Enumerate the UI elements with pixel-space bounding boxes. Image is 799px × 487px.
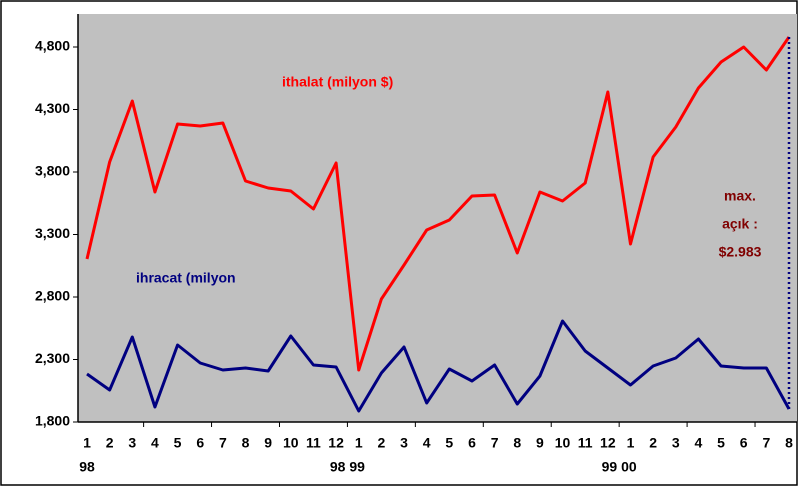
x-tick-label: 7 bbox=[219, 435, 227, 451]
x-tick-label: 6 bbox=[196, 435, 204, 451]
x-tick-label: 1 bbox=[355, 435, 363, 451]
y-tick-label: 2,300 bbox=[35, 350, 70, 366]
x-tick-label: 1 bbox=[627, 435, 635, 451]
annotation: açık : bbox=[722, 216, 758, 232]
y-tick-label: 4,300 bbox=[35, 100, 70, 116]
x-tick-label: 8 bbox=[785, 435, 793, 451]
x-tick-label: 1 bbox=[83, 435, 91, 451]
series-line bbox=[85, 36, 791, 372]
x-tick-label: 6 bbox=[468, 435, 476, 451]
x-tick-label: 5 bbox=[174, 435, 182, 451]
annotation: max. bbox=[724, 188, 756, 204]
year-label: 98 99 bbox=[330, 459, 365, 475]
year-label: 99 00 bbox=[602, 459, 637, 475]
plot-area bbox=[78, 14, 797, 422]
y-tick-label: 3,300 bbox=[35, 225, 70, 241]
x-tick-label: 12 bbox=[600, 435, 616, 451]
x-tick-label: 8 bbox=[242, 435, 250, 451]
y-tick-label: 1,800 bbox=[35, 413, 70, 429]
x-tick-label: 5 bbox=[717, 435, 725, 451]
series-line bbox=[86, 319, 791, 413]
year-label: 98 bbox=[79, 459, 95, 475]
x-tick-label: 4 bbox=[151, 435, 159, 451]
x-tick-label: 2 bbox=[377, 435, 385, 451]
y-tick-label: 3,800 bbox=[35, 163, 70, 179]
x-tick-label: 7 bbox=[762, 435, 770, 451]
annotation: $2.983 bbox=[719, 244, 762, 260]
x-tick-label: 6 bbox=[740, 435, 748, 451]
x-tick-label: 3 bbox=[672, 435, 680, 451]
x-tick-label: 7 bbox=[491, 435, 499, 451]
x-tick-label: 5 bbox=[445, 435, 453, 451]
series-label: ithalat (milyon $) bbox=[282, 74, 393, 90]
x-tick-label: 3 bbox=[400, 435, 408, 451]
y-tick-label: 2,800 bbox=[35, 288, 70, 304]
x-tick-label: 11 bbox=[306, 435, 321, 451]
series-label: ihracat (milyon bbox=[136, 270, 236, 286]
x-tick-label: 8 bbox=[513, 435, 521, 451]
x-tick-label: 11 bbox=[578, 435, 593, 451]
x-tick-label: 4 bbox=[695, 435, 703, 451]
x-tick-label: 10 bbox=[283, 435, 299, 451]
x-tick-label: 3 bbox=[128, 435, 136, 451]
x-tick-label: 12 bbox=[328, 435, 344, 451]
x-tick-label: 9 bbox=[264, 435, 272, 451]
x-tick-label: 9 bbox=[536, 435, 544, 451]
y-tick-label: 4,800 bbox=[35, 38, 70, 54]
x-tick-label: 2 bbox=[649, 435, 657, 451]
x-tick-label: 10 bbox=[555, 435, 571, 451]
x-tick-label: 4 bbox=[423, 435, 431, 451]
x-tick-label: 2 bbox=[106, 435, 114, 451]
